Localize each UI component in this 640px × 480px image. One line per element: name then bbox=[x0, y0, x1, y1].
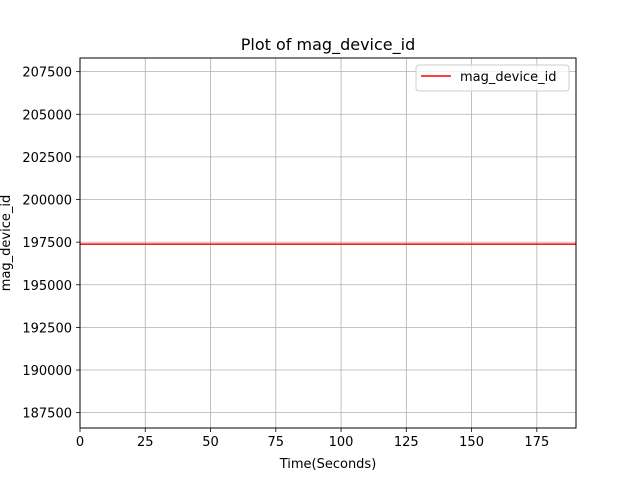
y-tick-label: 202500 bbox=[22, 151, 72, 166]
plot-area bbox=[80, 58, 576, 428]
x-tick-label: 0 bbox=[76, 435, 84, 450]
x-tick-label: 125 bbox=[394, 435, 419, 450]
x-tick-label: 75 bbox=[268, 435, 285, 450]
ticks: 0 25 50 75 100 125 150 175 187500 190000 192500 195… bbox=[22, 66, 549, 450]
chart-title: Plot of mag_device_id bbox=[241, 35, 415, 55]
y-axis-label: mag_device_id bbox=[0, 195, 14, 291]
y-tick-label: 187500 bbox=[22, 407, 72, 422]
y-tick-label: 192500 bbox=[22, 321, 72, 336]
legend-frame bbox=[415, 64, 570, 92]
y-tick-label: 190000 bbox=[22, 364, 72, 379]
x-tick-label: 50 bbox=[202, 435, 219, 450]
y-tick-label: 200000 bbox=[22, 194, 72, 209]
x-tick-label: 175 bbox=[524, 435, 549, 450]
legend: mag_device_id bbox=[415, 64, 570, 92]
grid bbox=[79, 58, 576, 428]
legend-label: mag_device_id bbox=[460, 70, 556, 85]
y-tick-label: 197500 bbox=[22, 236, 72, 251]
x-axis-label: Time(Seconds) bbox=[279, 457, 377, 472]
y-tick-label: 207500 bbox=[22, 66, 72, 81]
y-tick-label: 195000 bbox=[22, 279, 72, 294]
x-tick-label: 150 bbox=[459, 435, 484, 450]
plot-frame bbox=[79, 57, 577, 429]
x-tick-label: 100 bbox=[329, 435, 354, 450]
y-tick-label: 205000 bbox=[22, 108, 72, 123]
x-tick-label: 25 bbox=[137, 435, 154, 450]
